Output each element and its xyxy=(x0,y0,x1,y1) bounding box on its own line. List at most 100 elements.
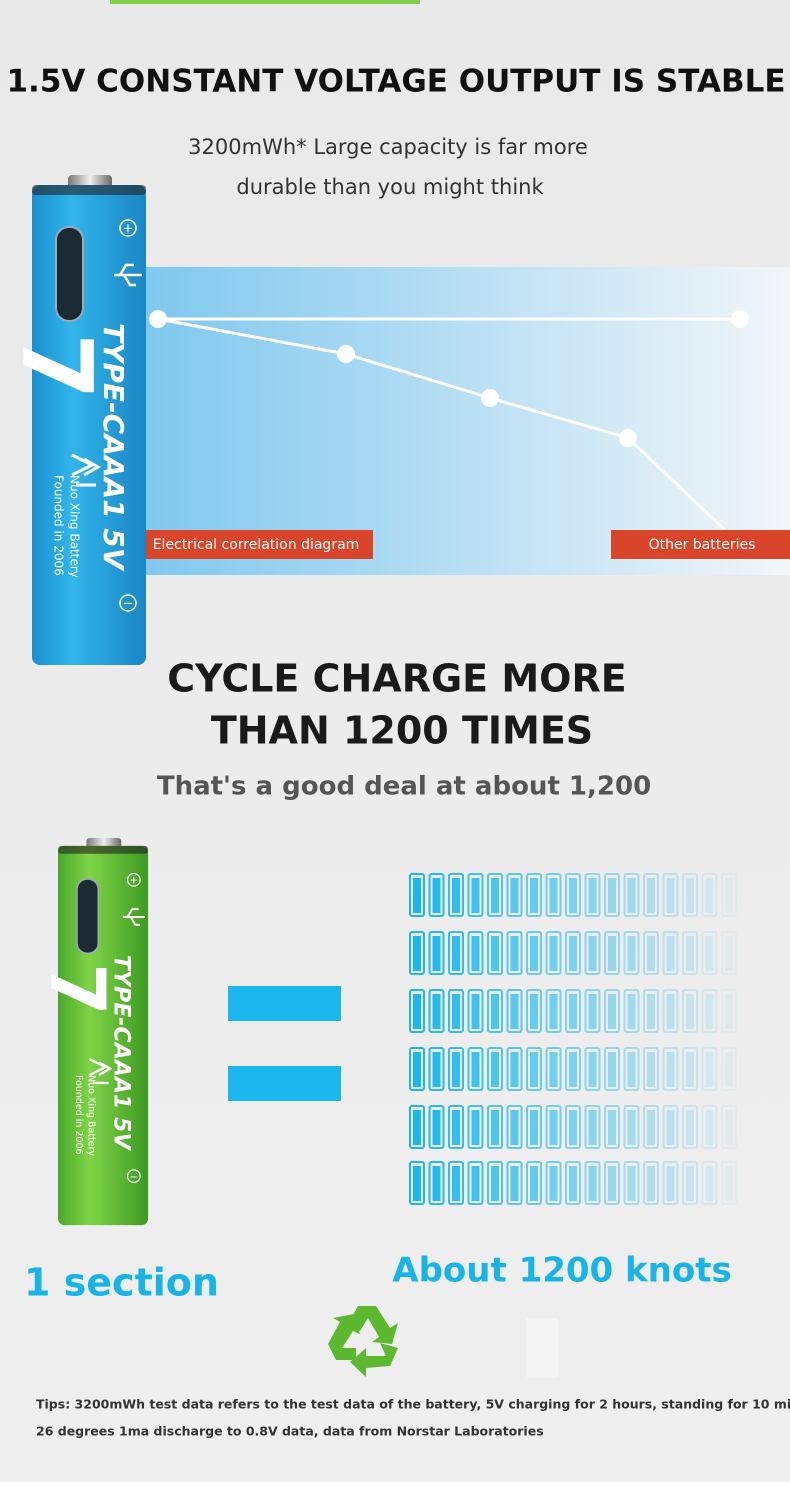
mini-battery-fill xyxy=(432,1110,441,1145)
mini-battery-fill xyxy=(588,936,597,971)
mini-battery xyxy=(487,1047,503,1091)
brand-line: Nuo Xing Battery xyxy=(86,1075,97,1156)
mini-battery-fill xyxy=(432,936,441,971)
mini-battery-fill xyxy=(432,878,441,913)
mini-battery xyxy=(701,1161,718,1205)
mini-battery-fill xyxy=(413,1110,421,1145)
tips-line: 26 degrees 1ma discharge to 0.8V data, d… xyxy=(36,1424,544,1439)
cycle-title: THAN 1200 TIMES xyxy=(211,709,593,753)
mini-battery-fill xyxy=(549,878,558,913)
battery-model: TYPE-CAAA1 5V xyxy=(109,955,135,1152)
mini-battery xyxy=(448,1161,464,1205)
mini-battery xyxy=(526,1161,542,1205)
mini-battery xyxy=(662,931,679,975)
mini-battery-fill xyxy=(725,1166,733,1201)
mini-battery-fill xyxy=(686,878,694,913)
mini-battery-fill xyxy=(725,878,733,913)
mini-battery-fill xyxy=(686,1166,694,1201)
mini-battery-fill xyxy=(413,994,421,1029)
mini-battery-fill xyxy=(627,1052,636,1087)
mini-battery-fill xyxy=(530,1110,538,1145)
mini-battery-fill xyxy=(452,878,460,913)
mini-battery xyxy=(545,1105,562,1149)
mini-battery xyxy=(428,873,445,917)
label-box xyxy=(146,530,373,559)
mini-battery xyxy=(604,1047,620,1091)
mini-battery xyxy=(565,931,581,975)
mini-battery xyxy=(409,1161,425,1205)
mini-battery xyxy=(526,989,542,1033)
mini-battery xyxy=(662,1047,679,1091)
battery-number: 7 xyxy=(33,963,121,1016)
mini-battery-fill xyxy=(569,936,577,971)
mini-battery xyxy=(584,931,601,975)
mini-battery-fill xyxy=(725,1052,733,1087)
mini-battery xyxy=(721,1105,737,1149)
mini-battery xyxy=(565,1105,581,1149)
mini-battery-fill xyxy=(627,1110,636,1145)
mini-battery xyxy=(428,1105,445,1149)
mini-battery-fill xyxy=(725,1110,733,1145)
mini-battery-fill xyxy=(471,994,480,1029)
mini-battery-fill xyxy=(705,994,714,1029)
mini-battery xyxy=(662,1161,679,1205)
mini-battery xyxy=(682,1047,698,1091)
diagram-panel xyxy=(146,267,790,575)
mini-battery-fill xyxy=(627,994,636,1029)
cycle-title: CYCLE CHARGE MORE xyxy=(167,657,626,701)
mini-battery-fill xyxy=(608,1110,616,1145)
mini-battery xyxy=(721,1161,737,1205)
mini-battery xyxy=(701,873,718,917)
minus-sign: − xyxy=(130,1171,139,1183)
mini-battery-fill xyxy=(471,1110,480,1145)
mini-battery-fill xyxy=(588,878,597,913)
mini-battery xyxy=(623,1105,640,1149)
mini-battery-fill xyxy=(627,1166,636,1201)
mini-battery xyxy=(526,931,542,975)
mini-battery-fill xyxy=(569,1052,577,1087)
brand-logo xyxy=(89,1058,113,1085)
mini-battery-fill xyxy=(608,878,616,913)
mini-battery xyxy=(565,1047,581,1091)
battery-model: TYPE-CAAA1 5V xyxy=(97,323,130,572)
mini-battery xyxy=(409,1105,425,1149)
equals-bar xyxy=(228,1066,341,1101)
mini-battery-fill xyxy=(608,1052,616,1087)
mini-battery-fill xyxy=(510,878,519,913)
minus-sign: − xyxy=(123,597,134,612)
mini-battery xyxy=(721,873,737,917)
mini-battery-fill xyxy=(530,994,538,1029)
mini-battery xyxy=(526,1105,542,1149)
mini-battery-fill xyxy=(491,994,499,1029)
mini-battery-fill xyxy=(666,1110,675,1145)
mini-battery xyxy=(682,1161,698,1205)
mini-battery-fill xyxy=(432,994,441,1029)
mini-battery-fill xyxy=(647,936,655,971)
recycle-icon xyxy=(328,1306,398,1377)
mini-battery xyxy=(487,1161,503,1205)
mini-battery xyxy=(623,931,640,975)
brand-line: Founded in 2006 xyxy=(52,475,66,576)
mini-battery-fill xyxy=(471,1166,480,1201)
mini-battery xyxy=(487,931,503,975)
mini-battery-fill xyxy=(510,936,519,971)
mini-battery xyxy=(448,1105,464,1149)
mini-battery-fill xyxy=(666,936,675,971)
mini-battery-fill xyxy=(569,1166,577,1201)
mini-battery xyxy=(643,989,659,1033)
mini-battery-fill xyxy=(627,878,636,913)
mini-battery-fill xyxy=(588,994,597,1029)
mini-battery-fill xyxy=(452,994,460,1029)
mini-battery xyxy=(409,931,425,975)
tips-line: Tips: 3200mWh test data refers to the te… xyxy=(36,1397,790,1412)
mini-battery-fill xyxy=(510,1052,519,1087)
label-box xyxy=(611,530,790,559)
plus-ring xyxy=(119,219,137,237)
mini-battery-fill xyxy=(452,1110,460,1145)
mini-battery xyxy=(662,873,679,917)
mini-battery-fill xyxy=(530,878,538,913)
mini-battery-fill xyxy=(647,878,655,913)
